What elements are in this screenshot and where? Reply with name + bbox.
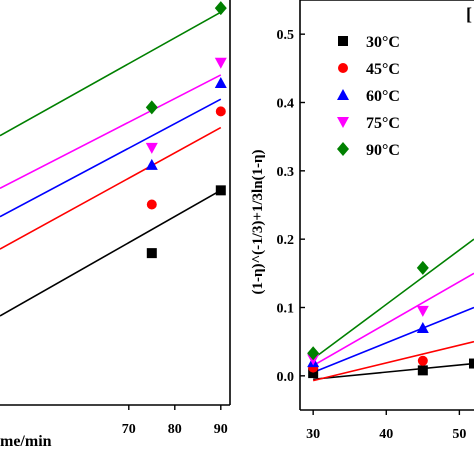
left-panel: 70 80 90 me/min [0, 0, 231, 450]
legend-marker-3 [337, 117, 349, 128]
data-point-1-1 [417, 355, 428, 366]
x-tick-label-2: 50 [452, 427, 466, 442]
x-tick-label-0: 30 [306, 427, 320, 442]
x-tick-label-2: 90 [214, 422, 228, 437]
legend-label-2: 60°C [366, 88, 400, 105]
data-point-4-1 [416, 260, 429, 275]
y-tick-label-1: 0.1 [277, 302, 295, 317]
fit-line-2 [0, 98, 222, 218]
legend-marker-2 [337, 89, 349, 100]
x-tick-label-1: 80 [168, 422, 182, 437]
fit-line-0 [0, 189, 222, 317]
data-point-4-0 [307, 346, 320, 361]
data-point-2-1 [214, 77, 227, 89]
fit-line-3 [312, 272, 474, 367]
data-point-0-2 [469, 358, 474, 369]
data-point-0-1 [417, 365, 428, 376]
y-axis-label: (1-η)^(-1/3)+1/3ln(1-η) [250, 149, 266, 294]
legend-label-1: 45°C [366, 61, 400, 78]
y-tick-label-4: 0.4 [277, 97, 295, 112]
fit-line-4 [0, 11, 222, 137]
data-point-0-1 [215, 185, 226, 196]
data-point-0-0 [308, 368, 319, 379]
legend-label-3: 75°C [366, 115, 400, 132]
data-point-3-1 [214, 57, 227, 69]
fit-line-2 [312, 306, 474, 374]
data-point-1-1 [215, 106, 226, 117]
fit-line-0 [313, 362, 474, 381]
right-panel: 30 40 50 0.0 0.1 0.2 0.3 0.4 0.5 (1-η)^(-1/3)+1/3… [250, 0, 474, 442]
x-tick-label-0: 70 [122, 422, 136, 437]
fit-line-4 [312, 238, 474, 360]
data-point-4-0 [145, 100, 158, 115]
y-tick-label-2: 0.2 [277, 233, 295, 248]
data-point-2-1 [416, 322, 429, 333]
data-point-1-0 [146, 199, 157, 210]
fit-line-3 [0, 74, 222, 190]
x-tick-label-1: 40 [379, 427, 393, 442]
data-point-3-0 [145, 142, 158, 154]
legend-marker-0 [338, 36, 348, 46]
panel-letter-fragment: [ [466, 4, 472, 24]
legend-label-0: 30°C [366, 34, 400, 51]
y-tick-label-0: 0.0 [277, 370, 295, 385]
legend-marker-1 [338, 63, 348, 73]
x-axis-label: me/min [0, 433, 52, 450]
data-point-3-1 [416, 305, 429, 317]
y-tick-label-5: 0.5 [277, 28, 295, 43]
data-point-2-0 [145, 158, 158, 170]
data-point-4-1 [214, 1, 227, 16]
data-point-0-0 [146, 248, 157, 259]
y-tick-label-3: 0.3 [277, 165, 295, 180]
fit-line-1 [0, 126, 222, 250]
legend-marker-4 [337, 142, 349, 156]
fit-line-1 [312, 340, 474, 382]
legend: 30°C 45°C 60°C 75°C 90°C [337, 34, 400, 159]
legend-label-4: 90°C [366, 142, 400, 159]
